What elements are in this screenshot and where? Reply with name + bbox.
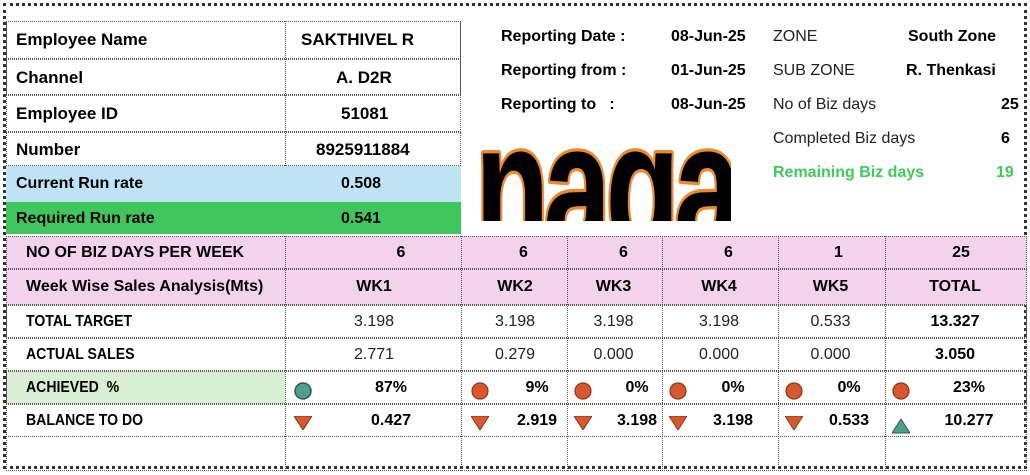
svg-text:naga: naga: [475, 101, 731, 221]
